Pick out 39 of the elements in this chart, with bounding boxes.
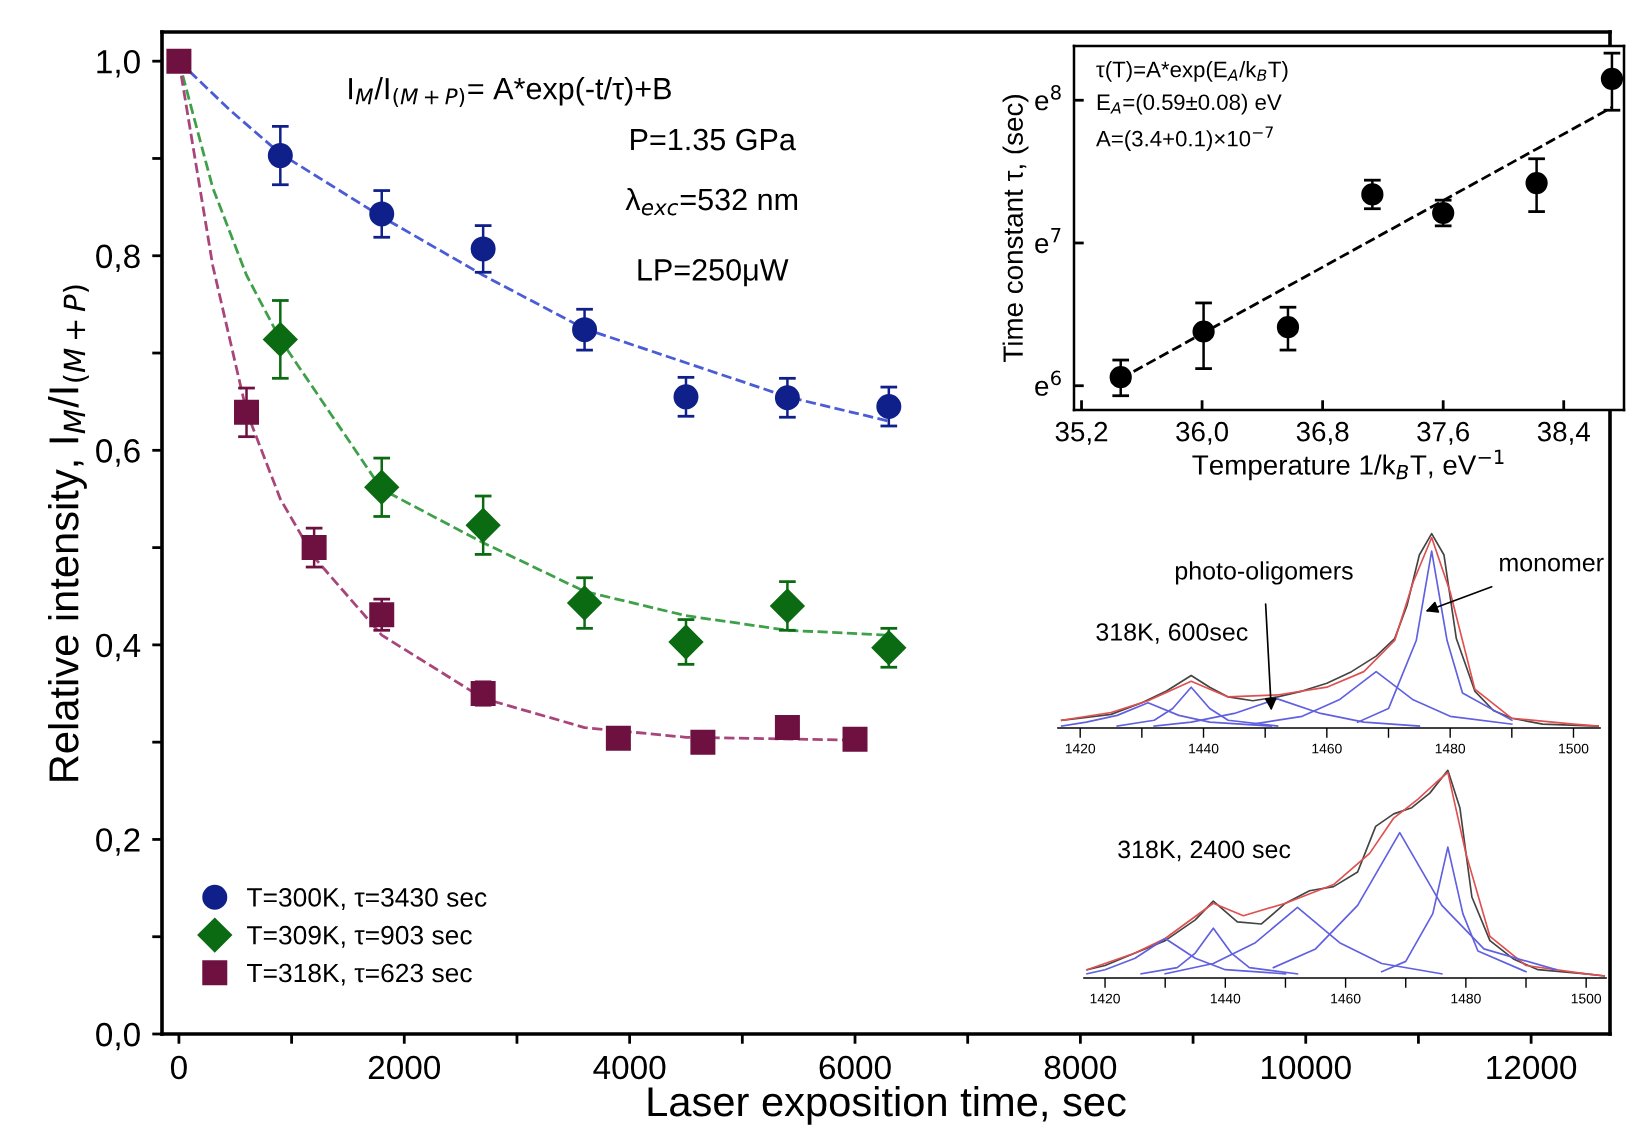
x-tick-label: 10000 <box>1261 1055 1351 1080</box>
y-tick-label: 0,6 <box>96 439 140 467</box>
y-axis-title: Time constant τ, (sec) <box>1002 95 1029 362</box>
annotation: 318K, 2400 sec <box>1118 840 1291 862</box>
x-axis-title: Laser exposition time, sec <box>648 1085 1126 1125</box>
x-tick-label: 6000 <box>819 1055 891 1080</box>
x-tick-label: 35,2 <box>1055 421 1108 445</box>
y-tick-label: e$^{6}$ <box>1035 370 1061 396</box>
annotation: E$_{A}$=(0.59±0.08) eV <box>1097 93 1282 115</box>
annotation: P=1.35 GPa <box>631 128 796 151</box>
x-tick-label: 38,4 <box>1537 421 1590 445</box>
x-tick-label: 0 <box>170 1055 187 1080</box>
y-axis-title: Relative intensity, I$_{M}$/I$_{(M+P)}$ <box>48 285 89 781</box>
y-tick-label: e$^{7}$ <box>1035 228 1061 254</box>
x-tick-label: 8000 <box>1044 1055 1117 1080</box>
annotation: 318K, 600sec <box>1096 623 1248 644</box>
y-tick-label: e$^{8}$ <box>1035 85 1061 111</box>
x-tick-label: 12000 <box>1487 1055 1577 1080</box>
y-tick-label: 0,0 <box>96 1022 140 1051</box>
y-tick-label: 1,0 <box>97 49 140 78</box>
legend-label: T=309K, τ=903 sec <box>247 925 472 948</box>
annotation: photo-oligomers <box>1175 561 1353 585</box>
annotation: τ(T)=A*exp(E$_{A}$/k$_{B}$T) <box>1096 61 1288 82</box>
y-tick-label: 0,2 <box>96 828 140 856</box>
annotation: I$_{M}$/I$_{(M+P)}$= A*exp(-t/τ)+B <box>349 76 671 107</box>
x-tick-label: 37,6 <box>1417 421 1469 445</box>
x-axis-title: Temperature 1/k$_{B}$T, eV$^{−1}$ <box>1192 449 1504 481</box>
legend-label: T=318K, τ=623 sec <box>247 963 472 986</box>
x-tick-label: 4000 <box>593 1055 666 1080</box>
legend-label: T=300K, τ=3430 sec <box>247 888 487 910</box>
annotation: monomer <box>1500 557 1604 572</box>
x-tick-label: 2000 <box>368 1055 441 1080</box>
annotation: LP=250μW <box>638 259 789 287</box>
annotation: λ$_{exc}$=532 nm <box>625 187 798 216</box>
x-tick-label: 36,8 <box>1296 421 1349 445</box>
x-tick-label: 36,0 <box>1176 421 1229 445</box>
y-tick-label: 0,4 <box>96 633 141 662</box>
annotation: A=(3.4+0.1)×10$^{−7}$ <box>1096 126 1273 151</box>
y-tick-label: 0,8 <box>96 244 140 273</box>
